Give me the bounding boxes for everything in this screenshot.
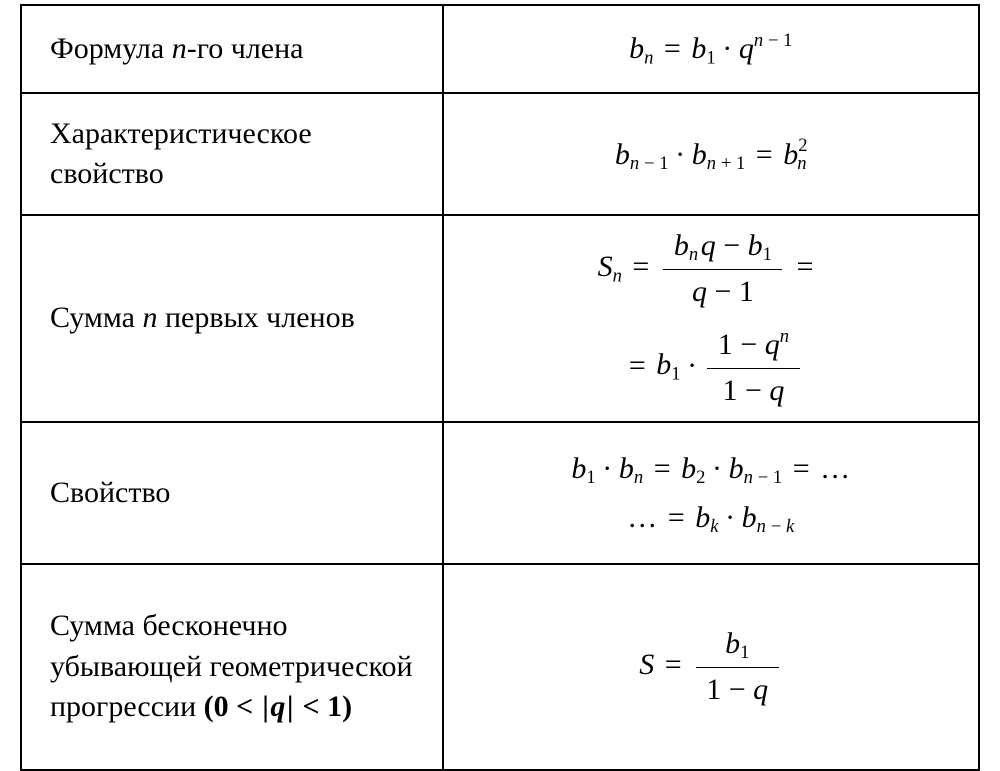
label-var: n [172,32,187,65]
table-row: Свойство b1·bn=b2·bn − 1=… …=bk·bn − k [21,422,979,564]
cond-close: < 1) [295,690,352,723]
label-var: n [142,301,157,334]
row-formula: Sn= bn q−b1 q−1 = =b1· 1−qn 1−q [443,215,979,422]
table-row: Формула n-го члена bn=b1·qn − 1 [21,5,979,93]
row-label: Формула n-го члена [21,5,443,93]
label-text: -го члена [187,32,304,65]
cond-open: (0 < [204,690,261,723]
row-label: Свойство [21,422,443,564]
row-label: Характеристическое свойство [21,93,443,215]
table-row: Характеристическое свойство bn − 1·bn + … [21,93,979,215]
row-label: Сумма бесконечно убывающей геометрическо… [21,564,443,770]
row-formula: b1·bn=b2·bn − 1=… …=bk·bn − k [443,422,979,564]
label-text: первых членов [157,301,354,334]
formula-table: Формула n-го члена bn=b1·qn − 1 Характер… [20,4,980,771]
row-formula: bn − 1·bn + 1=b2n [443,93,979,215]
label-text: Характеристическое свойство [50,117,312,191]
table-row: Сумма n первых членов Sn= bn q−b1 q−1 = … [21,215,979,422]
label-text: Сумма [50,301,142,334]
label-text: Свойство [50,476,170,509]
table-row: Сумма бесконечно убывающей геометрическо… [21,564,979,770]
row-formula: bn=b1·qn − 1 [443,5,979,93]
row-formula: S= b1 1−q [443,564,979,770]
label-text: Формула [50,32,172,65]
row-label: Сумма n первых членов [21,215,443,422]
